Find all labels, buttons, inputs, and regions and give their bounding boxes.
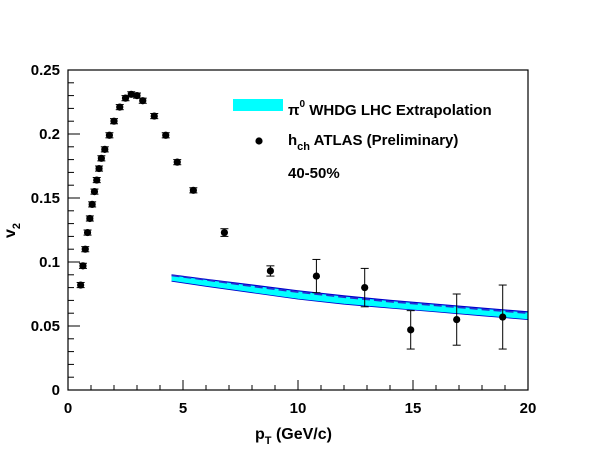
data-marker: [93, 176, 101, 184]
x-tick-label: 20: [520, 400, 537, 417]
data-marker: [133, 92, 141, 100]
data-marker: [86, 214, 94, 223]
axis-ticks: [67, 69, 529, 391]
theory-central-line: [171, 274, 529, 314]
data-marker: [77, 281, 85, 289]
data-point: [360, 267, 369, 308]
data-point: [452, 293, 461, 346]
data-point: [83, 228, 92, 237]
data-marker: [127, 90, 135, 98]
data-marker: [220, 228, 228, 237]
data-point: [90, 188, 99, 196]
legend-band-label: π0 WHDG LHC Extrapolation: [288, 99, 492, 119]
data-marker: [101, 145, 109, 153]
y-tick-label: 0: [52, 382, 60, 399]
legend-band-main: π: [288, 102, 300, 119]
data-marker: [173, 158, 181, 166]
data-point: [81, 245, 90, 253]
data-marker: [189, 186, 197, 194]
data-marker: [105, 131, 113, 139]
legend-marker-label: hch ATLAS (Preliminary): [288, 132, 458, 153]
data-marker: [110, 117, 118, 125]
centrality-annotation: 40-50%: [288, 165, 340, 182]
y-axis-title-sub: 2: [11, 223, 23, 229]
y-tick-label: 0.25: [31, 62, 60, 79]
data-point: [138, 97, 147, 105]
data-marker: [453, 316, 461, 324]
data-point: [105, 131, 114, 139]
data-point: [78, 262, 87, 270]
data-point: [406, 310, 415, 350]
data-marker: [312, 272, 320, 280]
data-point: [498, 284, 507, 350]
x-tick-label: 10: [290, 400, 307, 417]
data-point: [97, 154, 106, 162]
data-marker: [121, 94, 130, 102]
legend-marker-rest: ATLAS (Preliminary): [310, 132, 458, 149]
data-point: [266, 265, 275, 277]
legend-band-rest: WHDG LHC Extrapolation: [305, 102, 492, 119]
data-point: [173, 158, 182, 166]
x-axis-title: pT (GeV/c): [255, 426, 332, 447]
y-axis-title-main: v: [2, 229, 19, 238]
data-point: [220, 228, 229, 237]
x-axis-title-main: p: [255, 426, 265, 443]
y-tick-label: 0.2: [39, 126, 60, 143]
data-point: [189, 186, 198, 194]
legend: π0 WHDG LHC Extrapolation hch ATLAS (Pre…: [233, 99, 492, 182]
data-marker: [499, 313, 507, 321]
data-point: [95, 164, 104, 173]
y-tick-label: 0.15: [31, 190, 60, 207]
x-tick-label: 0: [64, 400, 72, 417]
data-marker: [266, 267, 274, 275]
data-marker: [139, 97, 147, 105]
theory-band-upper-edge: [171, 274, 529, 313]
data-point: [76, 281, 85, 289]
data-point: [312, 258, 321, 294]
legend-marker-main: h: [288, 132, 297, 149]
data-point: [92, 176, 101, 184]
data-point: [127, 90, 136, 98]
data-point: [121, 94, 130, 102]
legend-band-swatch: [233, 99, 283, 111]
data-point: [85, 214, 94, 223]
data-points-layer: [76, 90, 507, 350]
data-marker: [97, 154, 105, 162]
y-tick-label: 0.1: [39, 254, 60, 271]
x-axis-title-sub: T: [265, 435, 272, 447]
legend-marker-symbol: [255, 137, 263, 145]
x-axis-title-rest: (GeV/c): [272, 426, 332, 443]
data-marker: [150, 112, 158, 120]
y-axis-title: v2: [2, 223, 23, 238]
theory-band-layer: [171, 274, 529, 320]
data-point: [133, 92, 141, 100]
data-marker: [162, 131, 170, 139]
data-marker: [79, 262, 87, 270]
data-marker: [88, 200, 96, 208]
data-point: [88, 200, 97, 208]
legend-band-sup: 0: [299, 99, 305, 110]
data-marker: [407, 326, 415, 334]
data-point: [115, 103, 124, 111]
data-marker: [95, 164, 103, 173]
data-point: [150, 112, 159, 120]
data-marker: [90, 188, 99, 196]
data-marker: [83, 228, 92, 237]
theory-band-area: [171, 274, 528, 320]
x-tick-label: 5: [179, 400, 187, 417]
axis-tick-labels: 0 5 10 15 20 0 0.05 0.1 0.15 0.2 0.25: [31, 62, 537, 417]
x-tick-label: 15: [405, 400, 422, 417]
data-point: [110, 117, 118, 125]
y-tick-label: 0.05: [31, 318, 60, 335]
data-point: [161, 131, 170, 139]
data-marker: [361, 284, 369, 292]
data-marker: [116, 103, 124, 111]
data-marker: [81, 245, 89, 253]
theory-band-lower-edge: [171, 280, 529, 320]
data-point: [100, 145, 109, 153]
legend-marker-sub: ch: [297, 141, 310, 153]
